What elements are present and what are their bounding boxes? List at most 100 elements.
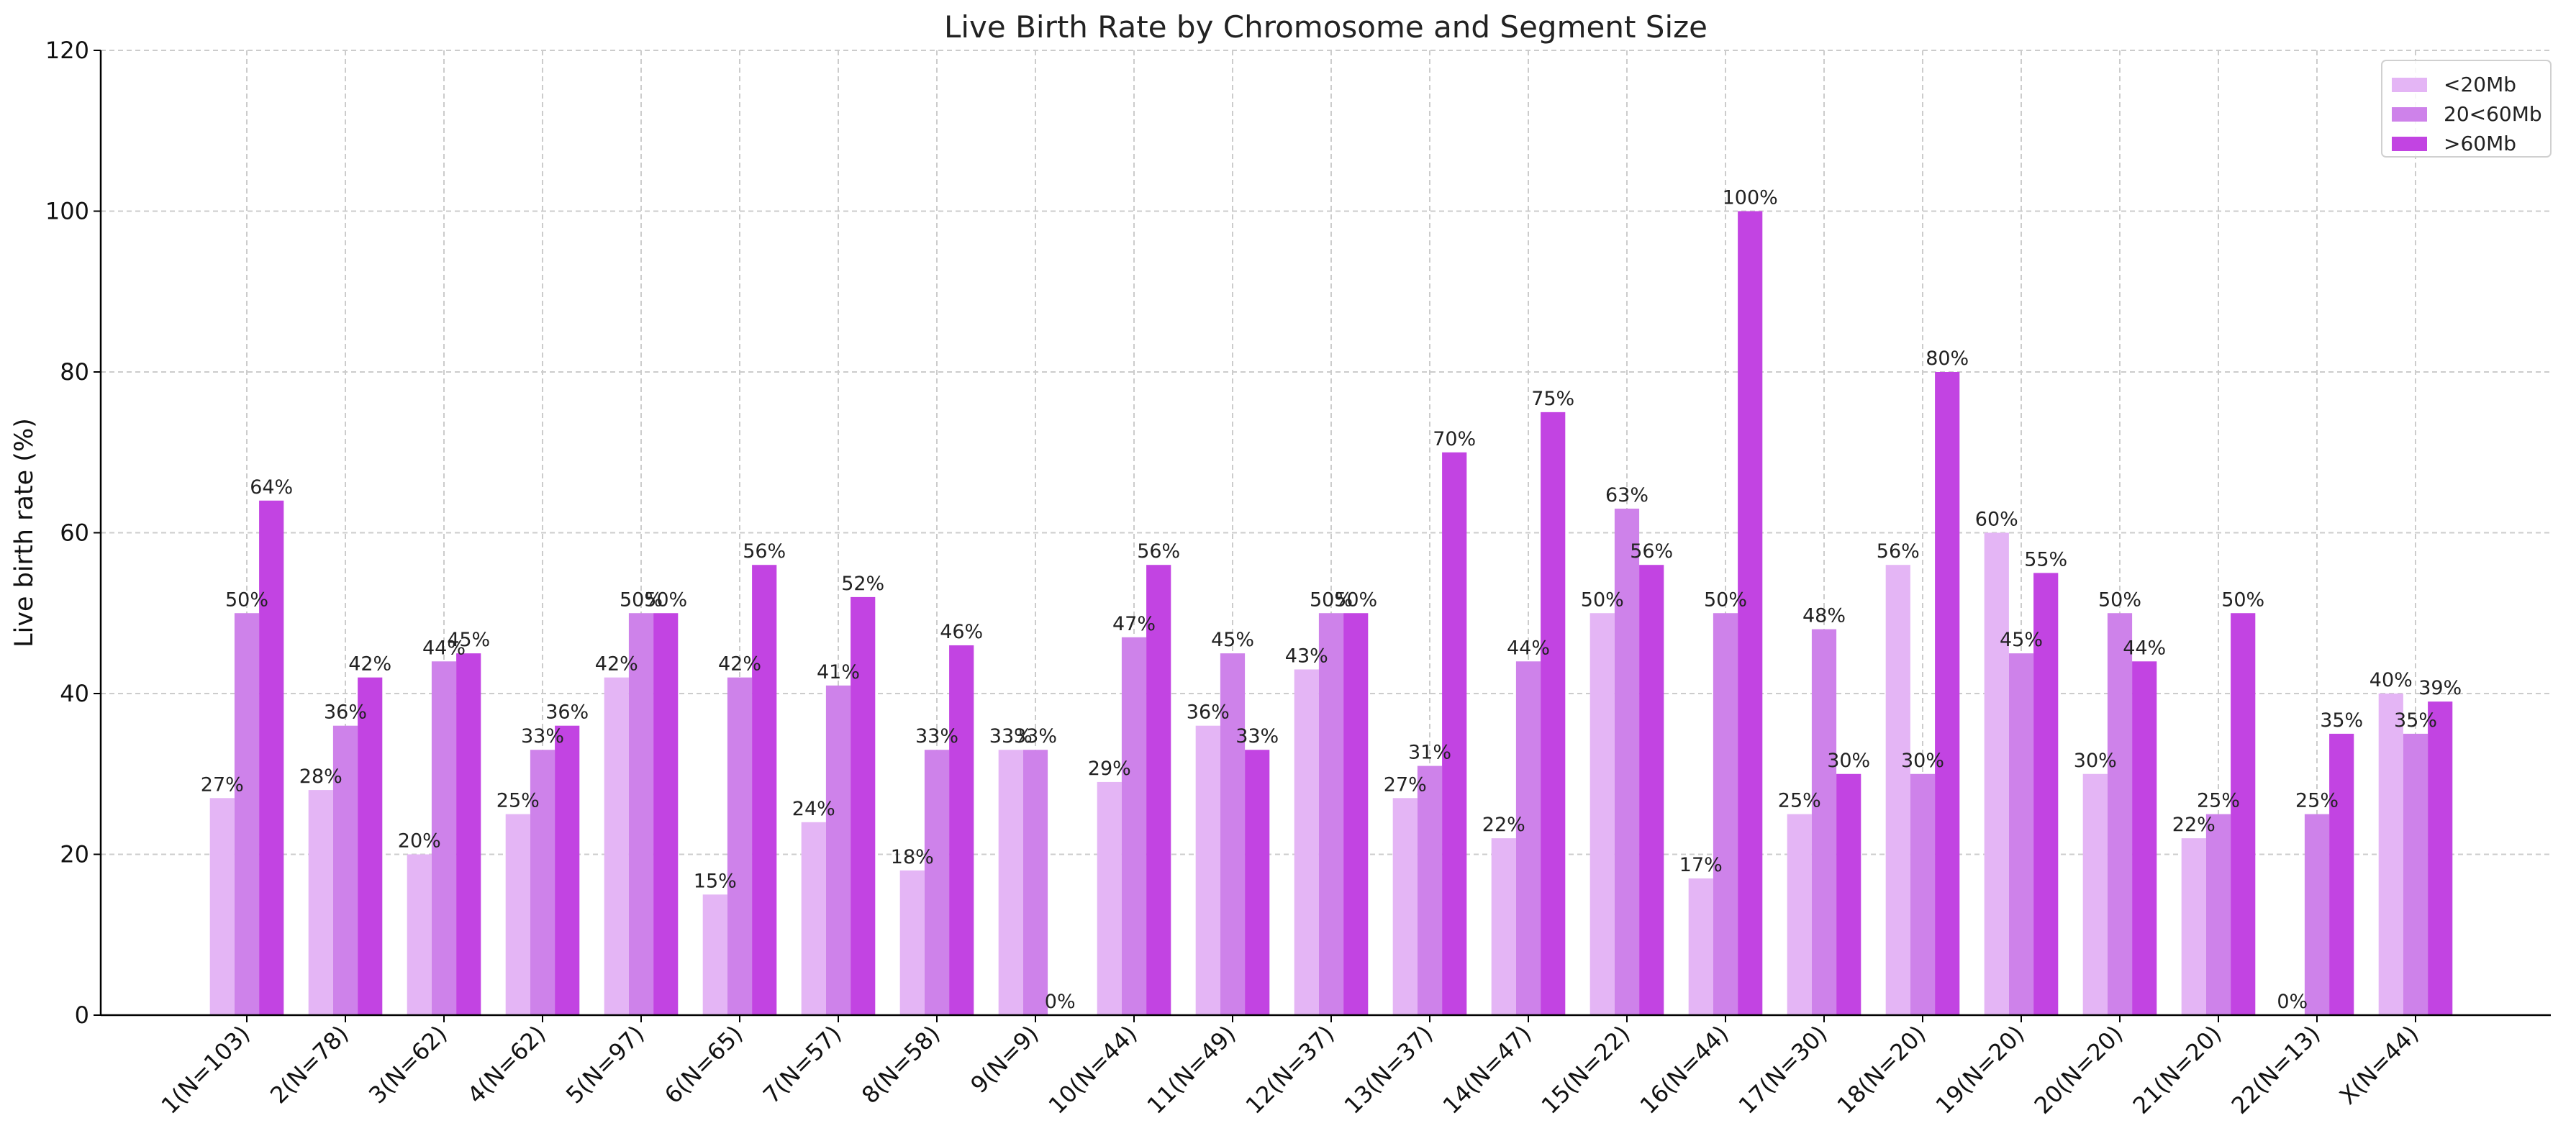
bar-value-label: 39% (2418, 677, 2462, 699)
x-tick-label: 21(N=20) (2128, 1020, 2227, 1119)
bar (1515, 661, 1541, 1015)
x-tick-label: 16(N=44) (1635, 1020, 1734, 1119)
bar (1984, 532, 2009, 1015)
bar (2378, 694, 2403, 1015)
bar-value-label: 45% (1211, 629, 1254, 651)
bar-value-label: 50% (1704, 589, 1747, 611)
bar-value-label: 40% (2369, 669, 2413, 691)
bar (2107, 613, 2133, 1015)
bar (1589, 613, 1615, 1015)
bar (1738, 211, 1763, 1015)
bar-value-label: 50% (1334, 589, 1377, 611)
bar (456, 653, 481, 1015)
bar (1885, 565, 1910, 1015)
bar-value-label: 31% (1408, 742, 1451, 764)
bar-value-label: 25% (1778, 790, 1821, 812)
bar-value-label: 36% (1187, 701, 1230, 724)
bar (1713, 613, 1738, 1015)
bar-value-label: 33% (1235, 725, 1279, 748)
bar (1146, 565, 1171, 1015)
bar-value-label: 22% (2172, 814, 2216, 836)
bar (752, 565, 777, 1015)
bar (1121, 637, 1147, 1015)
legend: <20Mb 20<60Mb >60Mb (2381, 60, 2552, 158)
bar-value-label: 15% (694, 870, 737, 892)
bar (2231, 613, 2256, 1015)
bar (727, 677, 753, 1015)
bar-value-label: 48% (1802, 605, 1846, 627)
bar-value-label: 100% (1723, 187, 1778, 209)
bar-value-label: 36% (545, 701, 589, 724)
bar (505, 814, 530, 1015)
bar-value-label: 33% (521, 725, 564, 748)
bar (851, 596, 876, 1015)
bar (1442, 452, 1467, 1015)
bar (2181, 838, 2206, 1015)
bar-value-label: 0% (1045, 991, 1076, 1013)
legend-label: 20<60Mb (2444, 102, 2542, 126)
bar-value-label: 64% (250, 476, 293, 499)
bar-value-label: 43% (1285, 645, 1328, 667)
x-tick-label: 14(N=47) (1438, 1020, 1537, 1119)
bar (259, 500, 284, 1015)
bar-value-label: 18% (891, 846, 934, 868)
bar-value-label: 44% (2123, 637, 2166, 659)
bar (924, 750, 950, 1015)
bar-value-label: 44% (422, 637, 466, 659)
bar-value-label: 33% (989, 725, 1033, 748)
bar (1022, 750, 1048, 1015)
bar (1541, 412, 1566, 1015)
x-tick-label: 22(N=13) (2226, 1020, 2326, 1119)
bar-value-label: 35% (2394, 709, 2437, 732)
bar (209, 798, 235, 1015)
y-tick-label: 60 (60, 519, 89, 547)
x-tick-label: X(N=44) (2334, 1020, 2424, 1110)
bar (1318, 613, 1344, 1015)
legend-label: >60Mb (2444, 132, 2516, 155)
bar (628, 613, 654, 1015)
bar (1836, 773, 1861, 1015)
bar-value-label: 27% (1384, 773, 1427, 796)
bar-value-label: 50% (2098, 589, 2141, 611)
bar (2428, 701, 2453, 1015)
bars-group (209, 211, 2453, 1015)
x-tick-label: 17(N=30) (1733, 1020, 1833, 1119)
bar-value-label: 55% (2024, 548, 2067, 571)
y-tick-label: 40 (60, 680, 89, 707)
legend-swatch (2392, 137, 2427, 151)
bar-value-label: 50% (225, 589, 268, 611)
bar-value-label: 25% (2295, 790, 2339, 812)
bar (1195, 725, 1220, 1015)
bar (308, 790, 333, 1015)
bar (1245, 750, 1270, 1015)
bar-value-label: 41% (817, 661, 860, 683)
bar-value-label: 22% (1482, 814, 1525, 836)
bar-value-label: 30% (1901, 750, 1944, 772)
x-tick-label: 18(N=20) (1832, 1020, 1931, 1119)
bar-labels-group: 27%50%64%28%36%42%20%44%45%25%33%36%42%5… (201, 187, 2462, 1014)
bar (604, 677, 629, 1015)
bar (1639, 565, 1664, 1015)
bar (555, 725, 580, 1015)
bar-value-label: 52% (841, 573, 884, 595)
x-tick-label: 8(N=58) (856, 1020, 945, 1109)
x-tick-label: 20(N=20) (2029, 1020, 2128, 1119)
bar-value-label: 25% (496, 790, 540, 812)
bar (1688, 878, 1713, 1015)
bar (2403, 733, 2428, 1015)
bar (1910, 773, 1936, 1015)
legend-swatch (2392, 78, 2427, 92)
bar-value-label: 33% (915, 725, 958, 748)
bar (2329, 733, 2354, 1015)
bar (358, 677, 383, 1015)
x-tick-label: 4(N=62) (462, 1020, 551, 1109)
y-tick-label: 0 (75, 1001, 89, 1029)
bar (1935, 372, 1960, 1015)
y-tick-label: 120 (45, 37, 89, 64)
bar-value-label: 36% (324, 701, 367, 724)
x-tick-label: 11(N=49) (1142, 1020, 1241, 1119)
bar-value-label: 50% (1581, 589, 1624, 611)
x-tick-label: 6(N=65) (659, 1020, 748, 1109)
bar-value-label: 45% (447, 629, 490, 651)
